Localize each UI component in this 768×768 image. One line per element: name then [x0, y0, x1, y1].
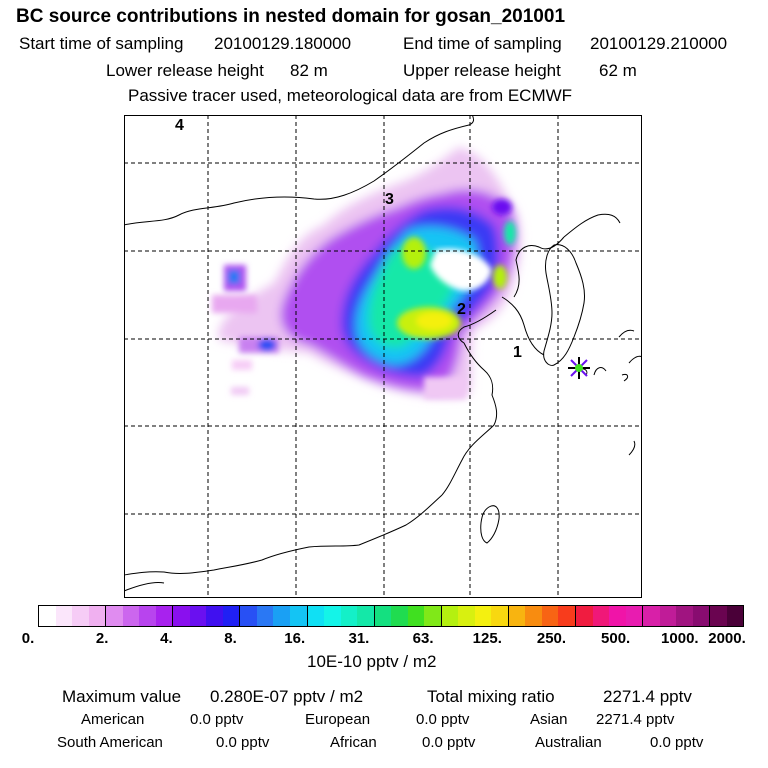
colorbar-tick-label: 250. — [536, 630, 567, 647]
colorbar-segment — [307, 606, 325, 626]
contribution-value: 0.0 pptv — [190, 711, 244, 728]
colorbar-segment — [374, 606, 392, 626]
colorbar-segment — [324, 606, 341, 626]
colorbar-segment — [474, 606, 492, 626]
contribution-name: Asian — [530, 711, 568, 728]
colorbar-segment — [508, 606, 526, 626]
contribution-name: Australian — [535, 734, 602, 751]
colorbar-segment — [139, 606, 156, 626]
colorbar-tick-label: 2. — [95, 630, 109, 647]
colorbar-segment — [710, 606, 727, 626]
colorbar — [38, 605, 744, 627]
colorbar-tick-label: 31. — [348, 630, 370, 647]
max-value-label: Maximum value — [62, 687, 182, 706]
colorbar-segment — [122, 606, 140, 626]
colorbar-segment — [407, 606, 425, 626]
map-label-4: 4 — [175, 117, 184, 134]
colorbar-segment — [155, 606, 174, 626]
colorbar-segment — [173, 606, 190, 626]
colorbar-tick-label: 4. — [160, 630, 173, 647]
plot-title: BC source contributions in nested domain… — [16, 6, 566, 27]
colorbar-segment — [222, 606, 241, 626]
colorbar-segment — [525, 606, 542, 626]
colorbar-segment — [357, 606, 375, 626]
lat-lon-grid — [124, 115, 642, 598]
colorbar-segment — [692, 606, 711, 626]
contribution-name: South American — [57, 734, 163, 751]
colorbar-segment — [273, 606, 290, 626]
contribution-name: American — [81, 711, 145, 728]
colorbar-tick-label: 8. — [224, 630, 237, 647]
colorbar-segment — [558, 606, 576, 626]
plume-field — [212, 147, 521, 399]
total-mixing-label: Total mixing ratio — [427, 687, 555, 706]
colorbar-segment — [609, 606, 626, 626]
map-label-3: 3 — [385, 191, 394, 208]
colorbar-segment — [106, 606, 123, 626]
colorbar-segment — [576, 606, 593, 626]
contribution-value: 0.0 pptv — [422, 734, 476, 751]
colorbar-segment — [541, 606, 559, 626]
colorbar-tick-label: 16. — [284, 630, 306, 647]
colorbar-tick-label: 63. — [412, 630, 434, 647]
contribution-value: 2271.4 pptv — [596, 711, 675, 728]
colorbar-tick-label: 2000. — [708, 630, 746, 647]
colorbar-segment — [189, 606, 207, 626]
colorbar-segment — [441, 606, 459, 626]
total-mixing-value: 2271.4 pptv — [603, 687, 692, 706]
colorbar-segment — [424, 606, 442, 626]
upper-height-label: Upper release height — [403, 61, 561, 80]
colorbar-segment — [643, 606, 660, 626]
taiwan-island — [480, 505, 500, 544]
colorbar-tick-label: 0. — [21, 630, 35, 647]
colorbar-segment — [625, 606, 644, 626]
contribution-value: 0.0 pptv — [416, 711, 470, 728]
colorbar-tick-label: 125. — [472, 630, 502, 647]
lower-height-value: 82 m — [290, 61, 328, 80]
end-time-value: 20100129.210000 — [590, 34, 728, 53]
map-label-2: 2 — [457, 301, 466, 318]
colorbar-segment — [256, 606, 274, 626]
colorbar-segment — [676, 606, 693, 626]
contribution-name: African — [330, 734, 377, 751]
colorbar-segment — [659, 606, 677, 626]
contribution-name: European — [305, 711, 371, 728]
colorbar-tick-label: 1000. — [661, 630, 699, 647]
max-value: 0.280E-07 pptv / m2 — [210, 687, 364, 706]
colorbar-segment — [458, 606, 475, 626]
colorbar-segment — [726, 606, 744, 626]
colorbar-unit: 10E-10 pptv / m2 — [307, 652, 437, 671]
contribution-value: 0.0 pptv — [216, 734, 270, 751]
tracer-note: Passive tracer used, meteorological data… — [128, 86, 573, 105]
korea-peninsula — [543, 244, 585, 366]
colorbar-segment — [88, 606, 107, 626]
start-time-label: Start time of sampling — [19, 34, 184, 53]
colorbar-segment — [72, 606, 89, 626]
colorbar-segment — [592, 606, 610, 626]
upper-height-value: 62 m — [599, 61, 637, 80]
start-time-value: 20100129.180000 — [214, 34, 352, 53]
source-contribution-map: 1 2 3 4 — [124, 115, 642, 598]
colorbar-segment — [289, 606, 308, 626]
colorbar-segment — [206, 606, 223, 626]
receptor-star-marker — [568, 357, 590, 379]
map-label-1: 1 — [513, 344, 522, 361]
colorbar-segment — [491, 606, 509, 626]
colorbar-segment — [39, 606, 56, 626]
colorbar-segment — [340, 606, 358, 626]
colorbar-segment — [55, 606, 73, 626]
lower-height-label: Lower release height — [106, 61, 264, 80]
colorbar-segment — [240, 606, 257, 626]
contribution-value: 0.0 pptv — [650, 734, 704, 751]
end-time-label: End time of sampling — [403, 34, 562, 53]
colorbar-segment — [391, 606, 408, 626]
colorbar-tick-label: 500. — [601, 630, 631, 647]
